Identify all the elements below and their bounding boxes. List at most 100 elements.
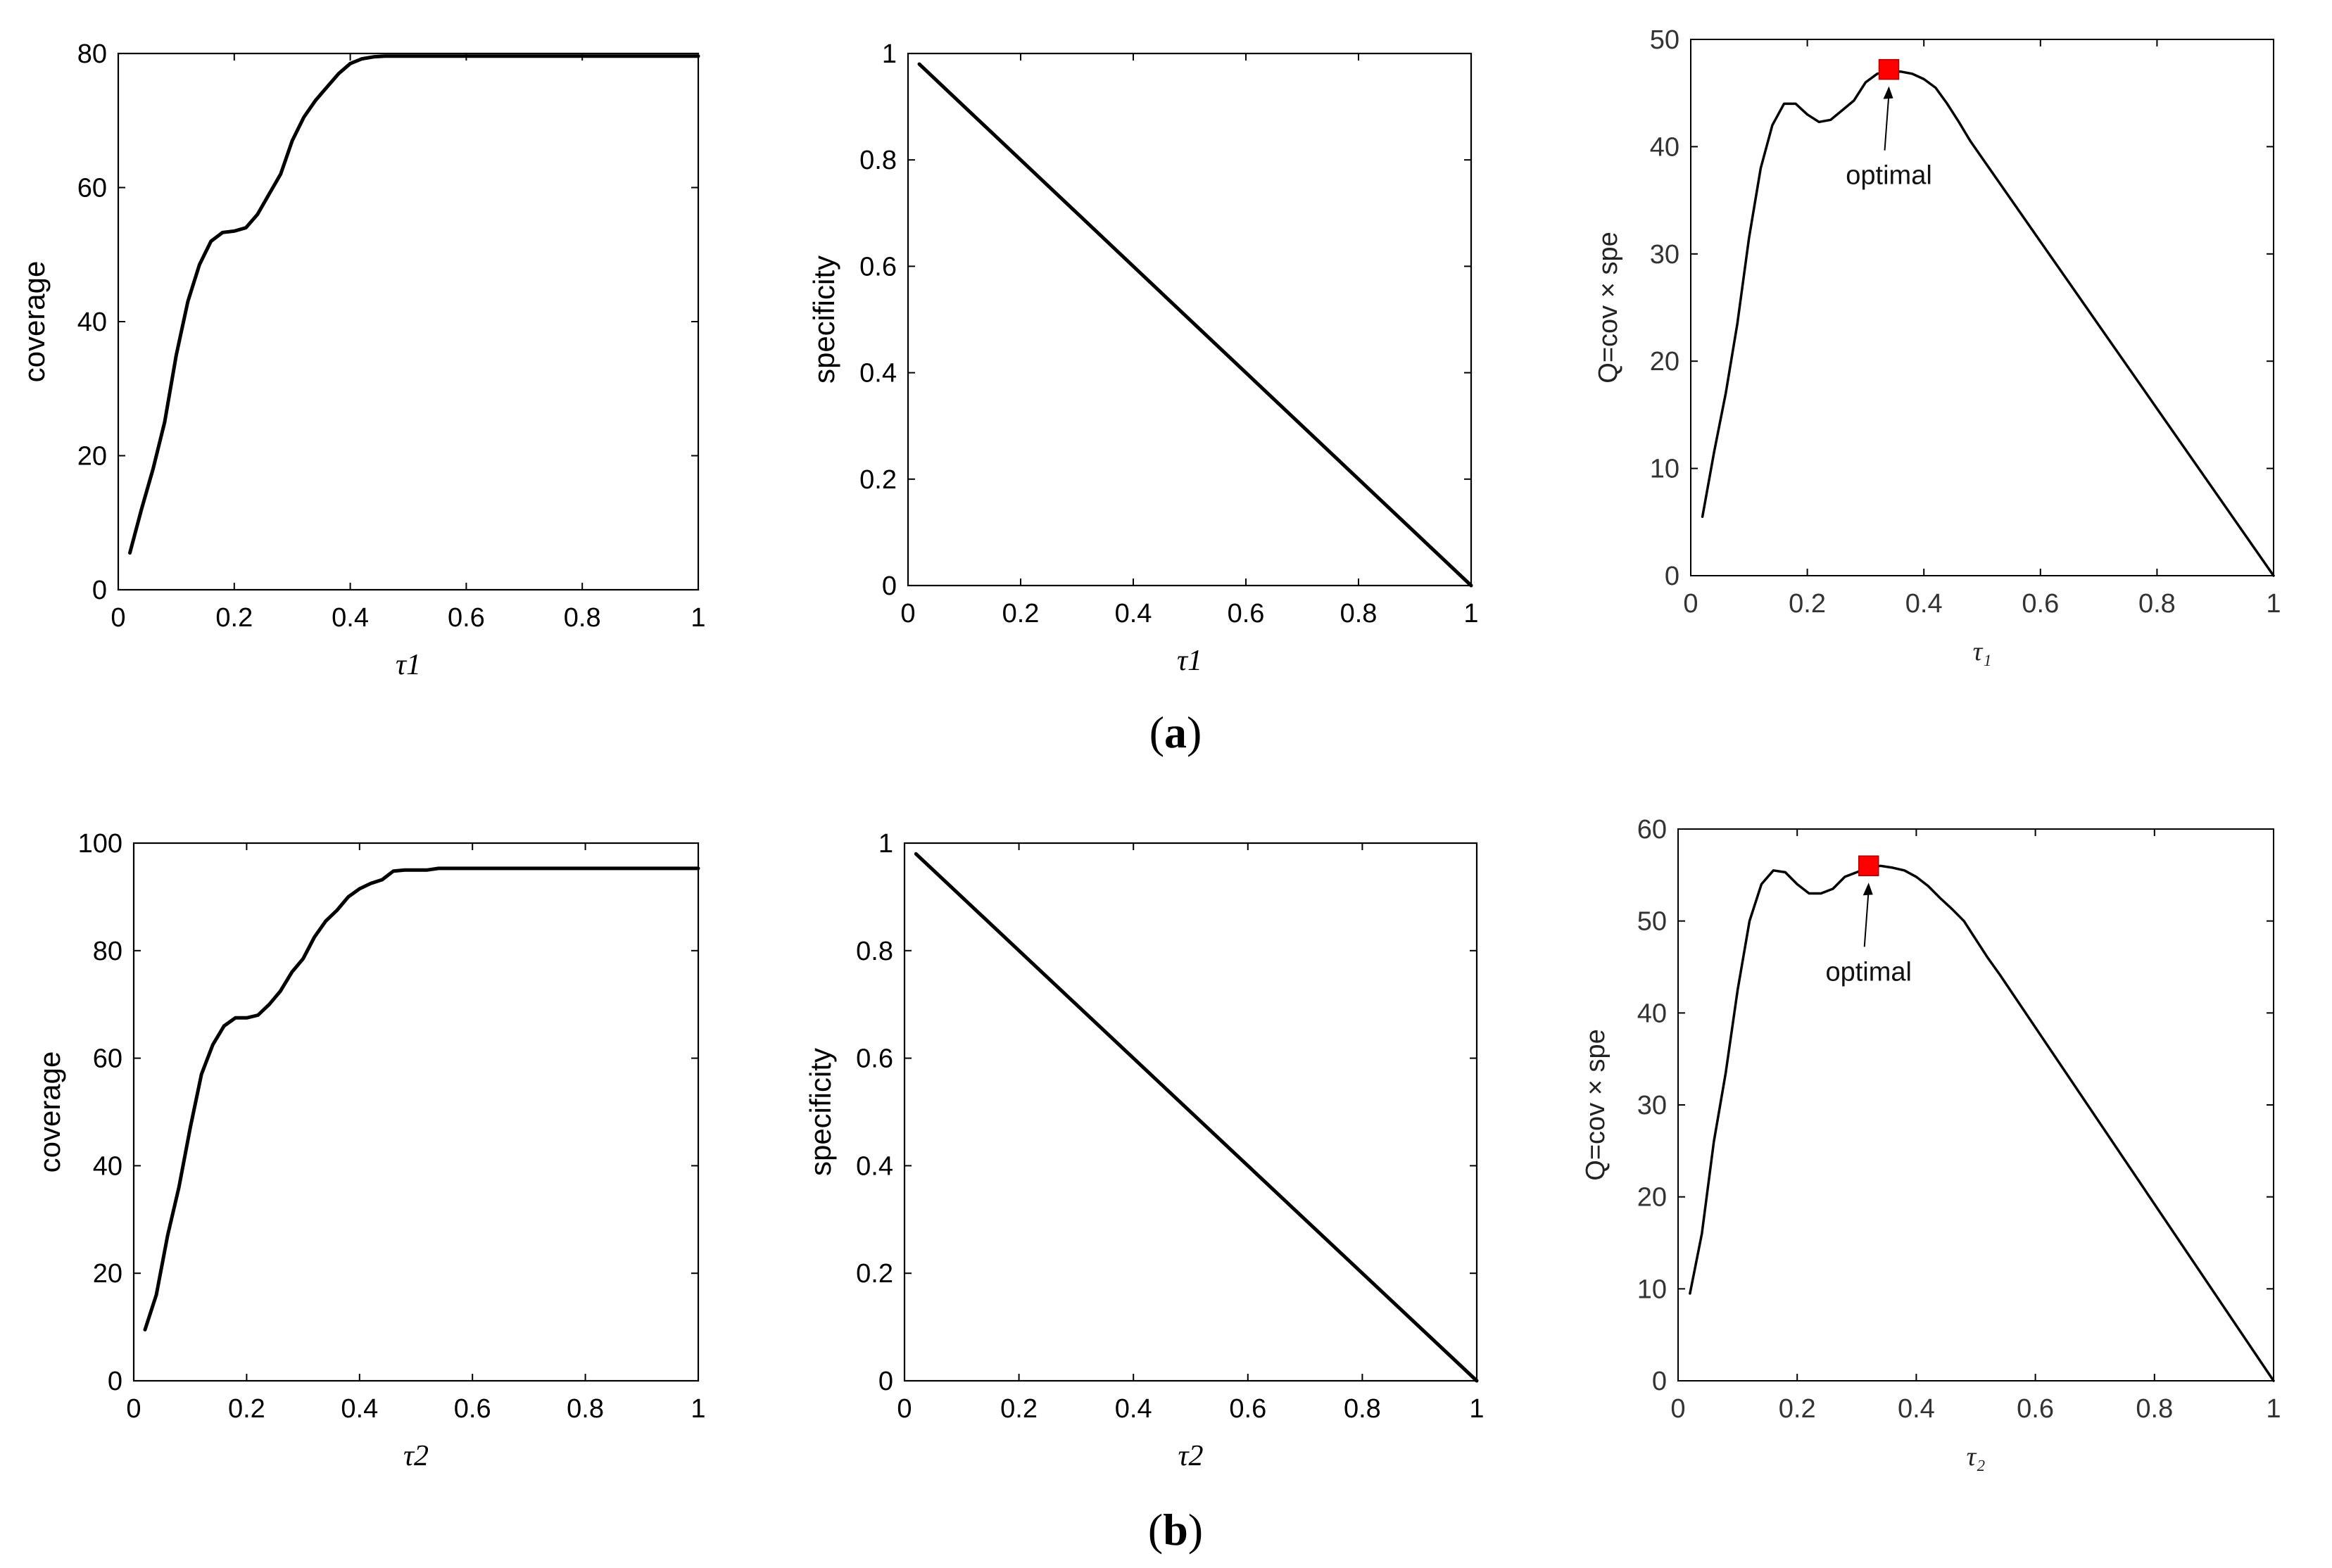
y-tick-label: 50 — [1637, 907, 1667, 937]
x-tick-label: 0 — [900, 599, 915, 628]
x-axis-label: τ2 — [1178, 1440, 1203, 1472]
x-tick-label: 0.6 — [448, 603, 485, 633]
optimal-marker — [1858, 855, 1879, 877]
y-tick-label: 20 — [1650, 347, 1679, 377]
series-line — [128, 54, 700, 555]
optimal-annotation: optimal — [1825, 957, 1912, 987]
x-tick-label: 0.6 — [2017, 1394, 2054, 1424]
plot-frame — [903, 842, 1478, 1382]
y-tick-label: 0 — [1652, 1367, 1667, 1396]
y-tick-label: 1 — [878, 829, 893, 859]
y-tick-label: 0 — [92, 576, 107, 605]
x-tick-label: 0.4 — [1898, 1394, 1935, 1424]
annotation-arrow-shaft — [1863, 890, 1870, 947]
x-axis-label: τ₂ — [1967, 1442, 1986, 1472]
x-tick-label: 0.4 — [1905, 589, 1943, 619]
x-axis-label: τ₁ — [1973, 637, 1992, 666]
x-tick-label: 1 — [1463, 599, 1478, 628]
chart-4: 0 0.2 0.4 0.6 0.8 1 0 20 40 60 80 100 τ2 coverage — [33, 829, 706, 1472]
y-tick-label: 30 — [1650, 240, 1679, 270]
x-tick-label: 0 — [111, 603, 125, 633]
y-axis-label: coverage — [33, 1051, 66, 1173]
annotation-arrowhead — [1883, 86, 1893, 99]
annotation-arrowhead — [1863, 883, 1873, 896]
y-tick-label: 30 — [1637, 1091, 1667, 1120]
y-tick-label: 20 — [93, 1259, 122, 1289]
x-tick-label: 0.4 — [1115, 599, 1152, 628]
x-tick-label: 0.8 — [2136, 1394, 2173, 1424]
y-tick-label: 80 — [93, 937, 122, 966]
series-line — [1701, 70, 2275, 577]
y-axis-label: coverage — [18, 261, 51, 383]
annotation-arrow-shaft — [1884, 93, 1890, 151]
y-tick-label: 20 — [77, 442, 107, 472]
y-tick-label: 0.2 — [859, 465, 897, 495]
x-tick-label: 0 — [1683, 589, 1698, 619]
plot-frame — [117, 52, 700, 591]
x-tick-label: 0 — [1670, 1394, 1685, 1424]
y-axis-label: Q=cov × spe — [1581, 1029, 1611, 1180]
x-tick-label: 0.2 — [1000, 1394, 1038, 1424]
x-tick-label: 0.4 — [341, 1394, 378, 1424]
y-tick-label: 50 — [1650, 25, 1679, 55]
series-line — [914, 852, 1479, 1383]
chart-1: 0 0.2 0.4 0.6 0.8 1 0 20 40 60 80 τ1 coverage — [18, 39, 706, 681]
y-tick-label: 80 — [77, 39, 107, 69]
panel-label-a-letter: a — [1164, 707, 1187, 757]
plot-frame — [1690, 39, 2274, 576]
x-axis-label: τ1 — [396, 649, 421, 681]
y-tick-label: 0 — [1665, 562, 1679, 591]
panel-label-a-close: ) — [1187, 707, 1202, 757]
y-tick-label: 0.4 — [859, 359, 897, 388]
x-tick-label: 0.6 — [454, 1394, 491, 1424]
y-tick-label: 20 — [1637, 1183, 1667, 1213]
y-tick-label: 0.4 — [856, 1151, 893, 1181]
y-tick-label: 40 — [77, 308, 107, 337]
y-tick-label: 10 — [1637, 1275, 1667, 1304]
y-tick-label: 0.8 — [856, 937, 893, 966]
x-tick-label: 0.6 — [1228, 599, 1265, 628]
x-tick-label: 0.4 — [332, 603, 369, 633]
x-tick-label: 0 — [126, 1394, 141, 1424]
panel-label-b-letter: b — [1163, 1505, 1188, 1555]
x-tick-label: 0.8 — [2138, 589, 2176, 619]
x-tick-label: 0.2 — [228, 1394, 265, 1424]
y-tick-label: 60 — [77, 174, 107, 203]
x-tick-label: 1 — [2266, 1394, 2281, 1424]
y-tick-label: 60 — [1637, 815, 1667, 845]
y-tick-label: 40 — [93, 1151, 122, 1181]
x-tick-label: 1 — [691, 603, 705, 633]
x-tick-label: 0.2 — [1789, 589, 1826, 619]
x-tick-label: 0.2 — [1002, 599, 1040, 628]
y-tick-label: 0.8 — [859, 146, 897, 175]
y-tick-label: 100 — [78, 829, 122, 859]
x-tick-label: 0.2 — [1779, 1394, 1816, 1424]
optimal-annotation: optimal — [1846, 161, 1932, 191]
series-line — [1689, 864, 2275, 1382]
y-tick-label: 0.6 — [859, 252, 897, 282]
y-axis-label: specificity — [804, 1048, 837, 1176]
y-tick-label: 1 — [882, 39, 897, 69]
x-tick-label: 0.2 — [215, 603, 253, 633]
y-axis-label: Q=cov × spe — [1594, 232, 1623, 383]
x-tick-label: 0.4 — [1115, 1394, 1152, 1424]
x-tick-label: 1 — [691, 1394, 705, 1424]
optimal-marker — [1878, 58, 1900, 80]
y-tick-label: 0.6 — [856, 1044, 893, 1074]
y-tick-label: 40 — [1650, 132, 1679, 162]
x-tick-label: 0.8 — [1340, 599, 1378, 628]
y-tick-label: 0.2 — [856, 1259, 893, 1289]
x-tick-label: 0.8 — [564, 603, 601, 633]
chart-5: 0 0.2 0.4 0.6 0.8 1 0 0.2 0.4 0.6 0.8 1 τ2 specificit… — [804, 829, 1485, 1472]
panel-label-a-open: ( — [1149, 707, 1164, 757]
x-tick-label: 0.8 — [1344, 1394, 1381, 1424]
chart-2: 0 0.2 0.4 0.6 0.8 1 0 0.2 0.4 0.6 0.8 1 τ1 specificit… — [807, 39, 1479, 677]
panel-label-b-open: ( — [1148, 1505, 1163, 1555]
x-tick-label: 1 — [1469, 1394, 1484, 1424]
y-axis-label: specificity — [807, 255, 840, 384]
plot-frame — [907, 52, 1473, 587]
